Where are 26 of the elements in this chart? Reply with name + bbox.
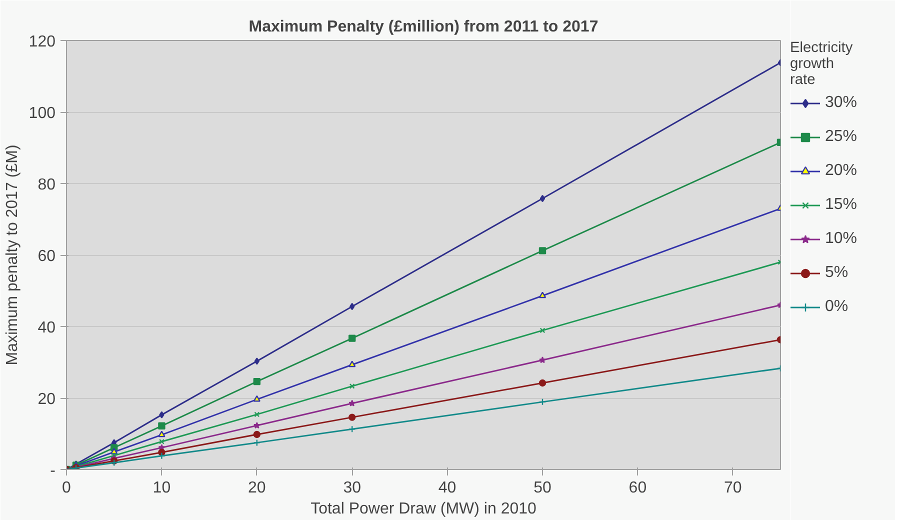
- legend-title: Electricity growth rate: [790, 40, 854, 88]
- x-tick-label: 60: [628, 480, 647, 496]
- x-tick-label: 40: [438, 480, 456, 496]
- y-tick-label: 60: [38, 248, 56, 265]
- y-tick-label: 100: [28, 105, 56, 122]
- x-tick-label: 20: [248, 480, 266, 496]
- legend-label: 15%: [825, 196, 858, 214]
- x-tick-label: 70: [724, 480, 742, 496]
- y-tick-label: 20: [38, 391, 56, 408]
- x-tick-label: 10: [152, 480, 171, 496]
- x-tick-label: 0: [62, 480, 72, 496]
- chart-title: Maximum Penalty (£million) from 2011 to 2017: [248, 18, 598, 36]
- legend-label: 0%: [825, 298, 848, 316]
- x-axis-title: Total Power Draw (MW) in 2010: [310, 500, 537, 518]
- y-tick-label: 80: [38, 176, 56, 194]
- legend-label: 10%: [825, 230, 858, 248]
- legend-label: 25%: [825, 128, 858, 146]
- y-tick-label: 40: [38, 320, 56, 336]
- x-tick-label: 30: [343, 480, 362, 496]
- y-tick-label: -: [50, 462, 56, 480]
- legend-label: 20%: [825, 162, 858, 180]
- legend-label: 30%: [825, 94, 858, 112]
- y-tick-label: 120: [28, 34, 56, 50]
- y-axis-title: Maximum penalty to 2017 (£M): [4, 144, 21, 366]
- x-tick-label: 50: [534, 480, 552, 496]
- legend-label: 5%: [825, 264, 848, 282]
